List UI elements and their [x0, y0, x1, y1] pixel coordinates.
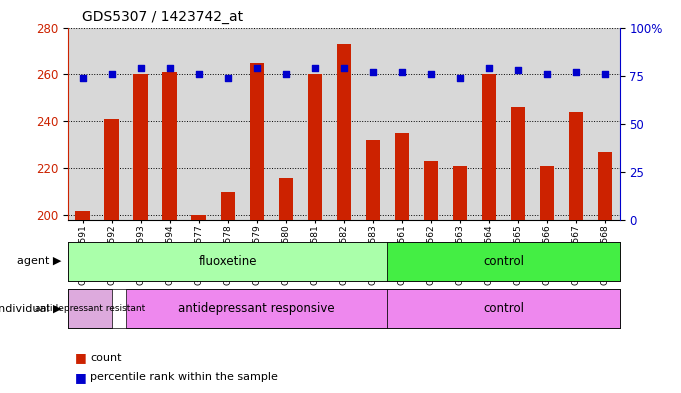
Point [338, 65, 349, 71]
Text: individual ▶: individual ▶ [0, 303, 61, 314]
Bar [308, 75, 322, 220]
Text: antidepressant responsive: antidepressant responsive [178, 302, 335, 315]
Point [426, 71, 437, 77]
Point [77, 74, 88, 81]
Text: antidepressant resistant: antidepressant resistant [35, 304, 145, 313]
Text: count: count [90, 353, 121, 363]
Text: GDS5307 / 1423742_at: GDS5307 / 1423742_at [82, 9, 243, 24]
Bar [387, 242, 620, 281]
Text: agent ▶: agent ▶ [17, 256, 61, 266]
Point [309, 65, 320, 71]
Point [136, 65, 146, 71]
Point [222, 74, 233, 81]
Bar [76, 211, 90, 220]
Text: ■: ■ [75, 371, 86, 384]
Bar [395, 133, 409, 220]
Bar [126, 289, 387, 328]
Text: ■: ■ [75, 351, 86, 364]
Text: control: control [483, 302, 524, 315]
Text: percentile rank within the sample: percentile rank within the sample [90, 372, 278, 382]
Point [106, 71, 117, 77]
Text: fluoxetine: fluoxetine [199, 255, 257, 268]
Text: control: control [483, 255, 524, 268]
Bar [68, 289, 112, 328]
Bar [453, 166, 467, 220]
Bar [387, 289, 620, 328]
Bar [598, 152, 612, 220]
Bar [511, 107, 525, 220]
Bar [68, 242, 387, 281]
Point [251, 65, 262, 71]
Bar [249, 63, 264, 220]
Point [164, 65, 175, 71]
Bar [336, 44, 351, 220]
Bar [279, 178, 293, 220]
Point [571, 69, 582, 75]
Bar [424, 162, 439, 220]
Point [455, 74, 466, 81]
Bar [163, 72, 177, 220]
Bar [133, 75, 148, 220]
Bar [366, 140, 380, 220]
Bar [191, 215, 206, 220]
Point [281, 71, 291, 77]
Point [368, 69, 379, 75]
Bar [481, 75, 496, 220]
Bar [569, 112, 584, 220]
Point [193, 71, 204, 77]
Bar [540, 166, 554, 220]
Point [600, 71, 611, 77]
Bar [104, 119, 119, 220]
Point [396, 69, 407, 75]
Bar [221, 192, 235, 220]
Point [484, 65, 494, 71]
Point [541, 71, 552, 77]
Point [513, 67, 524, 73]
